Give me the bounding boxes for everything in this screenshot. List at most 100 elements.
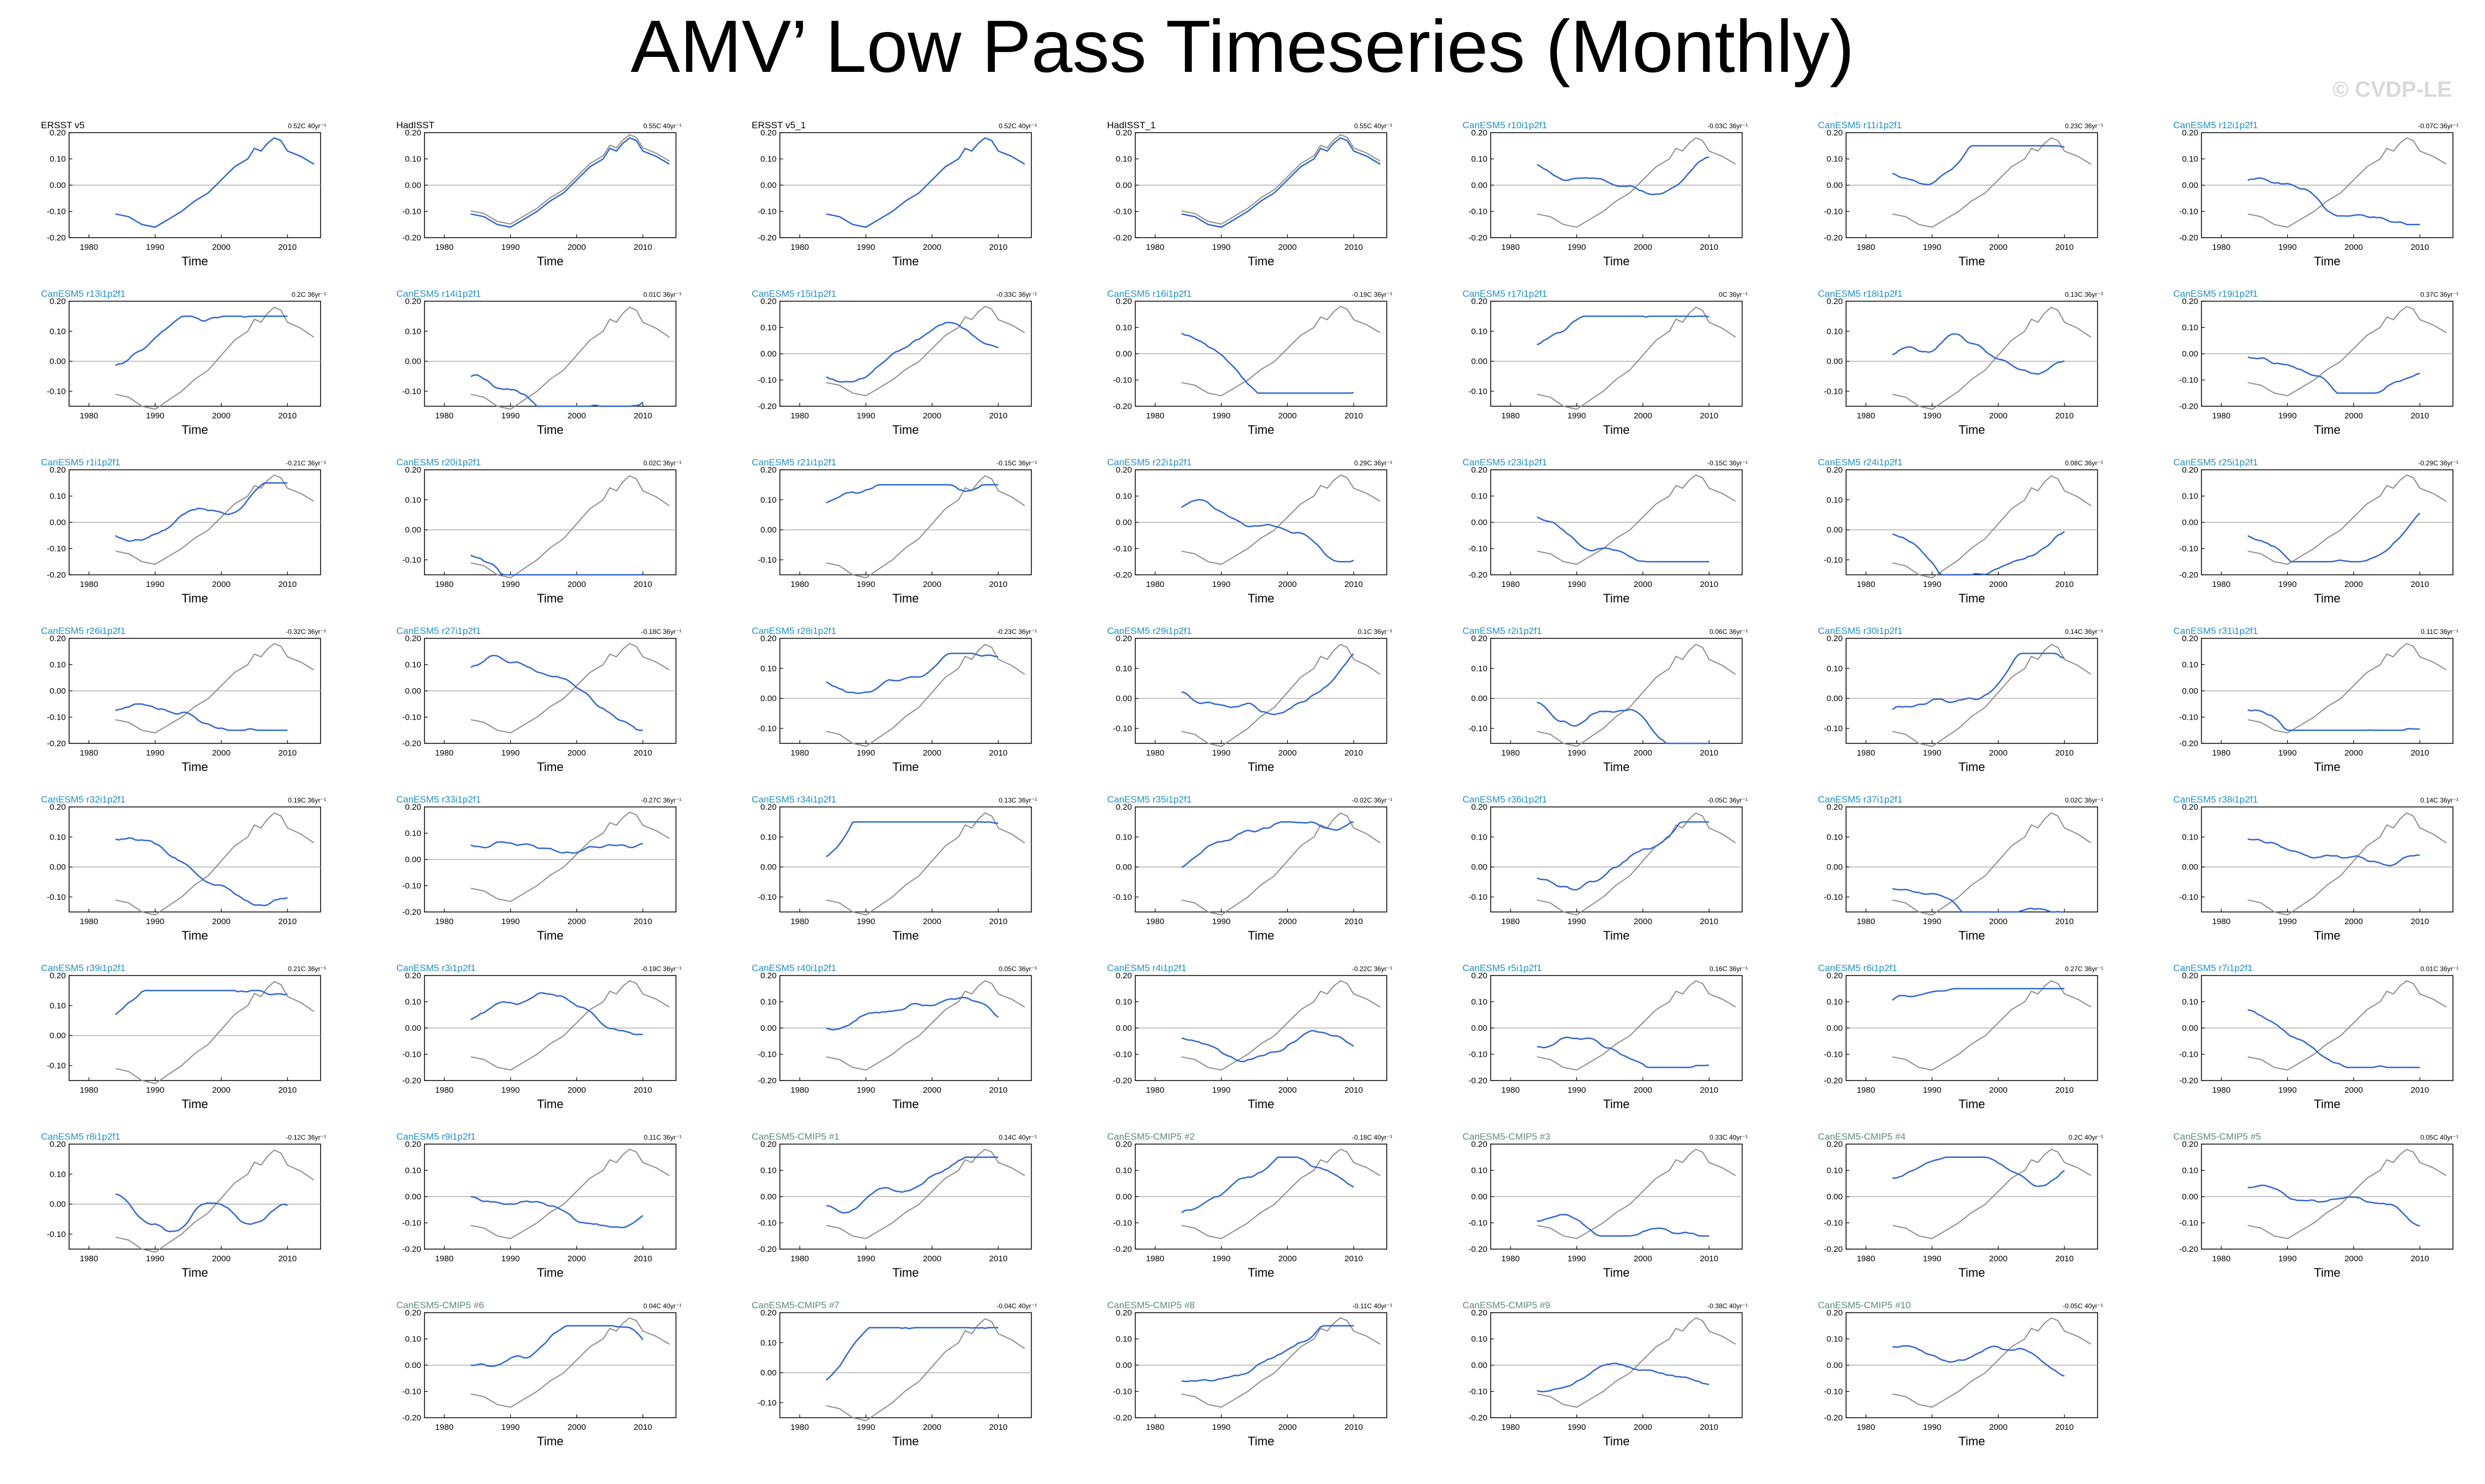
y-tick-label: 0.20: [1471, 465, 1487, 475]
series-line: [1537, 1214, 1710, 1237]
y-tick-label: 0.20: [1116, 634, 1132, 643]
reference-line: [2247, 980, 2447, 1071]
panel-11: CanESM5 r16i1p2f1 -0.19C 36yr⁻¹ 0.20 0.10 0.…: [1107, 289, 1392, 437]
plot-frame: [424, 469, 677, 575]
x-tick-label: 2010: [989, 917, 1007, 926]
series-line: [1181, 1030, 1354, 1063]
y-tick-label: -0.20: [1113, 402, 1132, 411]
y-tick-label: 0.10: [405, 1335, 421, 1344]
y-tick-label: -0.20: [47, 739, 66, 748]
y-tick-label: -0.10: [1824, 207, 1843, 217]
x-tick-label: 1980: [1146, 748, 1164, 758]
y-tick-label: -0.10: [1469, 544, 1487, 554]
x-tick-label: 2000: [212, 243, 230, 252]
y-tick-label: 0.00: [2182, 181, 2198, 190]
x-axis-label: Time: [181, 423, 208, 437]
y-tick-label: 0.00: [1827, 1361, 1843, 1370]
x-axis-label: Time: [892, 1266, 919, 1280]
panel-title: CanESM5-CMIP5 #5: [2173, 1131, 2261, 1142]
y-tick-label: -0.20: [402, 1076, 421, 1086]
x-tick-label: 2010: [1700, 1254, 1718, 1263]
x-axis-label: Time: [892, 760, 919, 774]
panel-52: CanESM5-CMIP5 #8 -0.11C 40yr⁻¹ 0.20 0.10 0.0…: [1107, 1300, 1392, 1448]
y-tick-label: -0.10: [1113, 1387, 1132, 1397]
reference-line: [115, 643, 314, 734]
y-tick-label: 0.00: [761, 181, 777, 190]
x-tick-label: 1990: [1923, 243, 1941, 252]
x-axis-label: Time: [181, 760, 208, 774]
y-tick-label: 0.20: [2182, 971, 2198, 980]
x-tick-label: 1990: [857, 917, 875, 926]
panel-trend: -0.19C 36yr⁻¹: [641, 965, 681, 973]
y-tick-label: 0.00: [1471, 181, 1487, 190]
y-tick-label: -0.20: [758, 1076, 777, 1086]
x-tick-label: 2000: [212, 1086, 230, 1095]
plot-frame: [1846, 469, 2098, 575]
y-tick-label: 0.00: [2182, 349, 2198, 359]
x-tick-label: 2010: [633, 580, 652, 589]
plot-frame: [1846, 301, 2098, 407]
panel-5: CanESM5 r10i1p2f1 -0.03C 36yr⁻¹ 0.20 0.10 0.…: [1462, 120, 1748, 268]
x-tick-label: 2000: [1989, 411, 2007, 421]
panel-title: CanESM5 r16i1p2f1: [1107, 289, 1192, 299]
y-tick-label: 0.00: [1116, 1024, 1132, 1033]
series-line: [1892, 652, 2065, 710]
panel-39: CanESM5 r4i1p2f1 -0.22C 36yr⁻¹ 0.20 0.10 0.0…: [1107, 963, 1392, 1111]
series-line: [1537, 701, 1710, 744]
y-tick-label: 0.20: [1116, 465, 1132, 475]
panel-trend: -0.23C 36yr⁻¹: [997, 628, 1037, 636]
x-axis-label: Time: [1247, 254, 1274, 268]
panel-title: CanESM5-CMIP5 #10: [1818, 1300, 1911, 1310]
x-axis-label: Time: [1247, 929, 1274, 942]
y-tick-label: 0.10: [2182, 155, 2198, 164]
panel-title: CanESM5 r13i1p2f1: [41, 289, 125, 299]
plot-frame: [2201, 806, 2453, 913]
x-tick-label: 1980: [2212, 580, 2230, 589]
panel-trend: -0.18C 40yr⁻¹: [1352, 1134, 1392, 1141]
series-line: [470, 1195, 643, 1229]
x-axis-label: Time: [892, 423, 919, 437]
panel-trend: -0.02C 36yr⁻¹: [1352, 796, 1392, 804]
x-tick-label: 1990: [1923, 1423, 1941, 1432]
x-tick-label: 1990: [1567, 411, 1586, 421]
panel-7: CanESM5 r12i1p2f1 -0.07C 36yr⁻¹ 0.20 0.10 0.…: [2173, 120, 2458, 268]
y-tick-label: 0.20: [1471, 1308, 1487, 1318]
x-axis-label: Time: [892, 254, 919, 268]
series-line: [115, 315, 288, 366]
panel-title: CanESM5 r17i1p2f1: [1462, 289, 1547, 299]
x-tick-label: 2000: [212, 580, 230, 589]
panel-trend: 0.19C 36yr⁻¹: [288, 796, 326, 804]
x-tick-label: 1990: [2278, 1254, 2297, 1263]
y-tick-label: 0.00: [50, 181, 66, 190]
panel-20: CanESM5 r24i1p2f1 0.08C 36yr⁻¹ 0.20 0.10 0.0…: [1818, 457, 2103, 605]
y-tick-label: 0.20: [1471, 803, 1487, 812]
x-tick-label: 1990: [1212, 1423, 1230, 1432]
x-tick-label: 2010: [2410, 1086, 2429, 1095]
panel-36: CanESM5 r39i1p2f1 0.21C 36yr⁻¹ 0.20 0.10 0.0…: [41, 963, 326, 1111]
panel-title: CanESM5-CMIP5 #3: [1462, 1131, 1550, 1142]
x-tick-label: 2010: [1344, 243, 1362, 252]
x-axis-label: Time: [1247, 1266, 1274, 1280]
reference-line: [1181, 1317, 1381, 1408]
x-tick-label: 1980: [435, 917, 453, 926]
y-tick-label: -0.10: [758, 1050, 777, 1060]
x-axis-label: Time: [1603, 929, 1629, 942]
x-tick-label: 1990: [146, 748, 164, 758]
x-tick-label: 1980: [790, 748, 809, 758]
y-tick-label: 0.10: [50, 660, 66, 670]
reference-line: [826, 1318, 1025, 1422]
x-tick-label: 1990: [1923, 580, 1941, 589]
panel-17: CanESM5 r21i1p2f1 -0.15C 36yr⁻¹ 0.20 0.10 0.…: [752, 457, 1037, 605]
y-tick-label: 0.20: [761, 634, 777, 643]
x-axis-label: Time: [2314, 591, 2340, 605]
series-line: [1537, 1362, 1710, 1393]
reference-line: [1892, 306, 2091, 410]
plot-frame: [1135, 806, 1387, 913]
y-tick-label: -0.10: [1113, 893, 1132, 902]
plot-frame: [1490, 638, 1743, 744]
series-line: [826, 322, 999, 383]
x-tick-label: 2010: [1700, 580, 1718, 589]
x-tick-label: 1980: [435, 580, 453, 589]
series-line: [470, 1325, 644, 1367]
y-tick-label: 0.00: [761, 863, 777, 872]
